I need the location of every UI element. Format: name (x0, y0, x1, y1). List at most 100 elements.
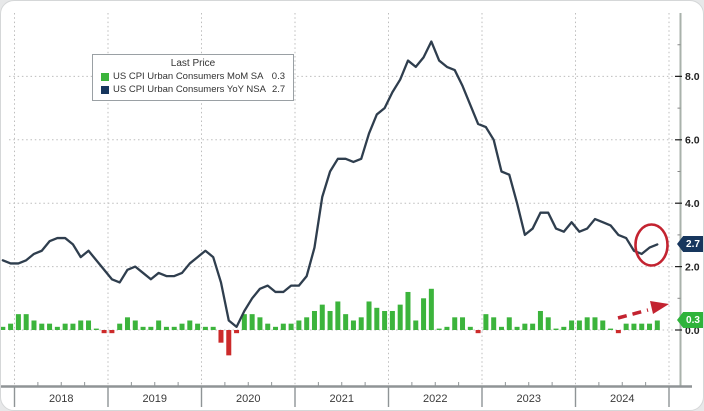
mom-bar (148, 326, 154, 330)
mom-bar (86, 320, 92, 330)
mom-bar (31, 320, 37, 330)
mom-bar (62, 323, 68, 330)
legend-label-yoy: US CPI Urban Consumers YoY NSA (113, 84, 266, 95)
mom-bar (195, 323, 201, 330)
mom-bar (226, 330, 232, 356)
mom-bar (405, 291, 411, 330)
mom-bar (421, 298, 427, 330)
horizontal-gridlines (9, 75, 681, 331)
mom-bar (592, 317, 598, 330)
legend-value-mom: 0.3 (271, 71, 285, 82)
mom-bar (428, 288, 434, 330)
mom-bar (639, 323, 645, 330)
mom-bar (436, 328, 442, 330)
mom-bar (569, 320, 575, 330)
mom-bar (280, 323, 286, 330)
mom-bar (163, 326, 169, 330)
mom-bar (374, 307, 380, 330)
year-label: 2023 (517, 393, 541, 405)
mom-bar (296, 320, 302, 330)
mom-bar (109, 330, 115, 334)
mom-bar (1, 326, 6, 330)
highlight-circle-icon (634, 223, 669, 267)
trend-arrow-shaft (617, 308, 649, 320)
legend-row-mom: US CPI Urban Consumers MoM SA 0.3 (101, 70, 285, 83)
mom-bar (117, 323, 123, 330)
mom-bar (615, 330, 621, 334)
mom-bar (467, 326, 473, 330)
mom-bar (304, 317, 310, 330)
mom-bar (382, 310, 388, 330)
mom-bar (514, 326, 520, 330)
mom-bar (452, 317, 458, 330)
mom-bar (584, 317, 590, 330)
yoy-series-swatch-icon (101, 85, 109, 94)
mom-bar (202, 326, 208, 330)
mom-bar (631, 323, 637, 330)
mom-bar (413, 320, 419, 330)
right-axis-tick-label: 8.0 (685, 71, 700, 83)
mom-bar (257, 317, 263, 330)
mom-bar (70, 323, 76, 330)
yoy-line-series (1, 40, 659, 328)
mom-bar (350, 320, 356, 330)
yoy-line (1, 40, 659, 328)
mom-bar (475, 330, 481, 334)
mom-bar (327, 310, 333, 330)
legend-label-mom: US CPI Urban Consumers MoM SA (113, 71, 264, 82)
mom-bar (506, 317, 512, 330)
mom-bar (522, 323, 528, 330)
mom-bar (273, 326, 279, 330)
mom-bar (249, 314, 255, 330)
year-label: 2019 (143, 393, 167, 405)
mom-bar (460, 317, 466, 330)
mom-bar (444, 326, 450, 330)
mom-bar (498, 326, 504, 330)
trend-arrow-head-icon (650, 301, 669, 314)
year-label: 2018 (49, 393, 73, 405)
mom-bar (210, 326, 216, 330)
mom-bar (187, 320, 193, 330)
legend: Last Price US CPI Urban Consumers MoM SA… (92, 54, 294, 101)
mom-bar (15, 314, 21, 330)
mom-bar (132, 320, 138, 330)
year-label: 2022 (423, 393, 447, 405)
yoy-last-price-badge: 2.7 (677, 236, 703, 252)
mom-bar (366, 301, 372, 330)
right-axis-tick-label: 2.0 (685, 261, 700, 273)
mom-bar (265, 323, 271, 330)
mom-bar (47, 323, 53, 330)
mom-bar (288, 323, 294, 330)
mom-bar (124, 317, 130, 330)
mom-bar (78, 320, 84, 330)
mom-bar (389, 310, 395, 330)
mom-bar (545, 317, 551, 330)
mom-bar (491, 317, 497, 330)
mom-bar (171, 326, 177, 330)
mom-last-price-badge: 0.3 (677, 312, 703, 328)
mom-bar (54, 326, 60, 330)
mom-bar (241, 314, 247, 330)
mom-bar (553, 328, 559, 330)
mom-bar-series (1, 288, 660, 356)
annotations (617, 223, 669, 320)
mom-bar (234, 330, 240, 334)
mom-bar (343, 314, 349, 330)
mom-bar (654, 320, 660, 330)
mom-bar (179, 323, 185, 330)
mom-bar (39, 323, 45, 330)
mom-bar (8, 323, 14, 330)
mom-bar (101, 330, 107, 334)
right-axis-tick-label: 4.0 (685, 198, 700, 210)
mom-bar (561, 326, 567, 330)
mom-bar (311, 310, 317, 330)
mom-bar (600, 320, 606, 330)
mom-bar (623, 323, 629, 330)
mom-bar (647, 323, 653, 330)
legend-title: Last Price (170, 58, 216, 69)
mom-bar (23, 314, 29, 330)
legend-row-yoy: US CPI Urban Consumers YoY NSA 2.7 (101, 83, 285, 96)
mom-bar (537, 310, 543, 330)
mom-bar (576, 320, 582, 330)
